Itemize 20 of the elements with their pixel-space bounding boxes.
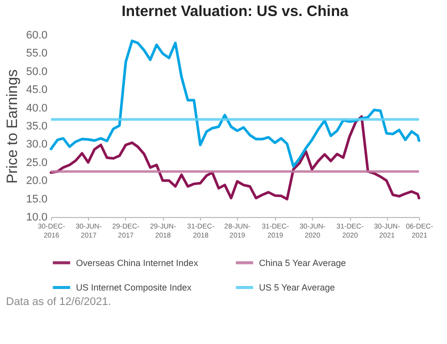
y-tick-label: 10.0 — [26, 212, 48, 224]
text: Data as of 12/6/2021. — [6, 296, 112, 308]
y-tick-label: 35.0 — [26, 120, 48, 132]
legend-label: US Internet Composite Index — [76, 282, 192, 292]
y-tick-label: 25.0 — [26, 156, 48, 169]
y-tick-label: 20.0 — [26, 175, 48, 188]
y-axis-title: Price to Earnings — [4, 69, 22, 184]
y-tick-label: 45.0 — [26, 84, 48, 96]
line-series — [50, 115, 420, 200]
y-tick-label: 30.0 — [26, 138, 48, 151]
legend-label: Overseas China Internet Index — [76, 258, 199, 268]
y-tick-label: 40.0 — [26, 102, 48, 114]
legend-label: China 5 Year Average — [259, 258, 346, 268]
legend-label: US 5 Year Average — [259, 282, 335, 292]
y-tick-label: 55.0 — [26, 48, 48, 60]
y-tick-label: 15.0 — [26, 193, 48, 206]
line-series — [50, 40, 420, 168]
y-tick-label: 60.0 — [26, 30, 48, 42]
chart-title: Internet Valuation: US vs. China — [122, 3, 350, 20]
y-tick-label: 50.0 — [26, 66, 48, 78]
